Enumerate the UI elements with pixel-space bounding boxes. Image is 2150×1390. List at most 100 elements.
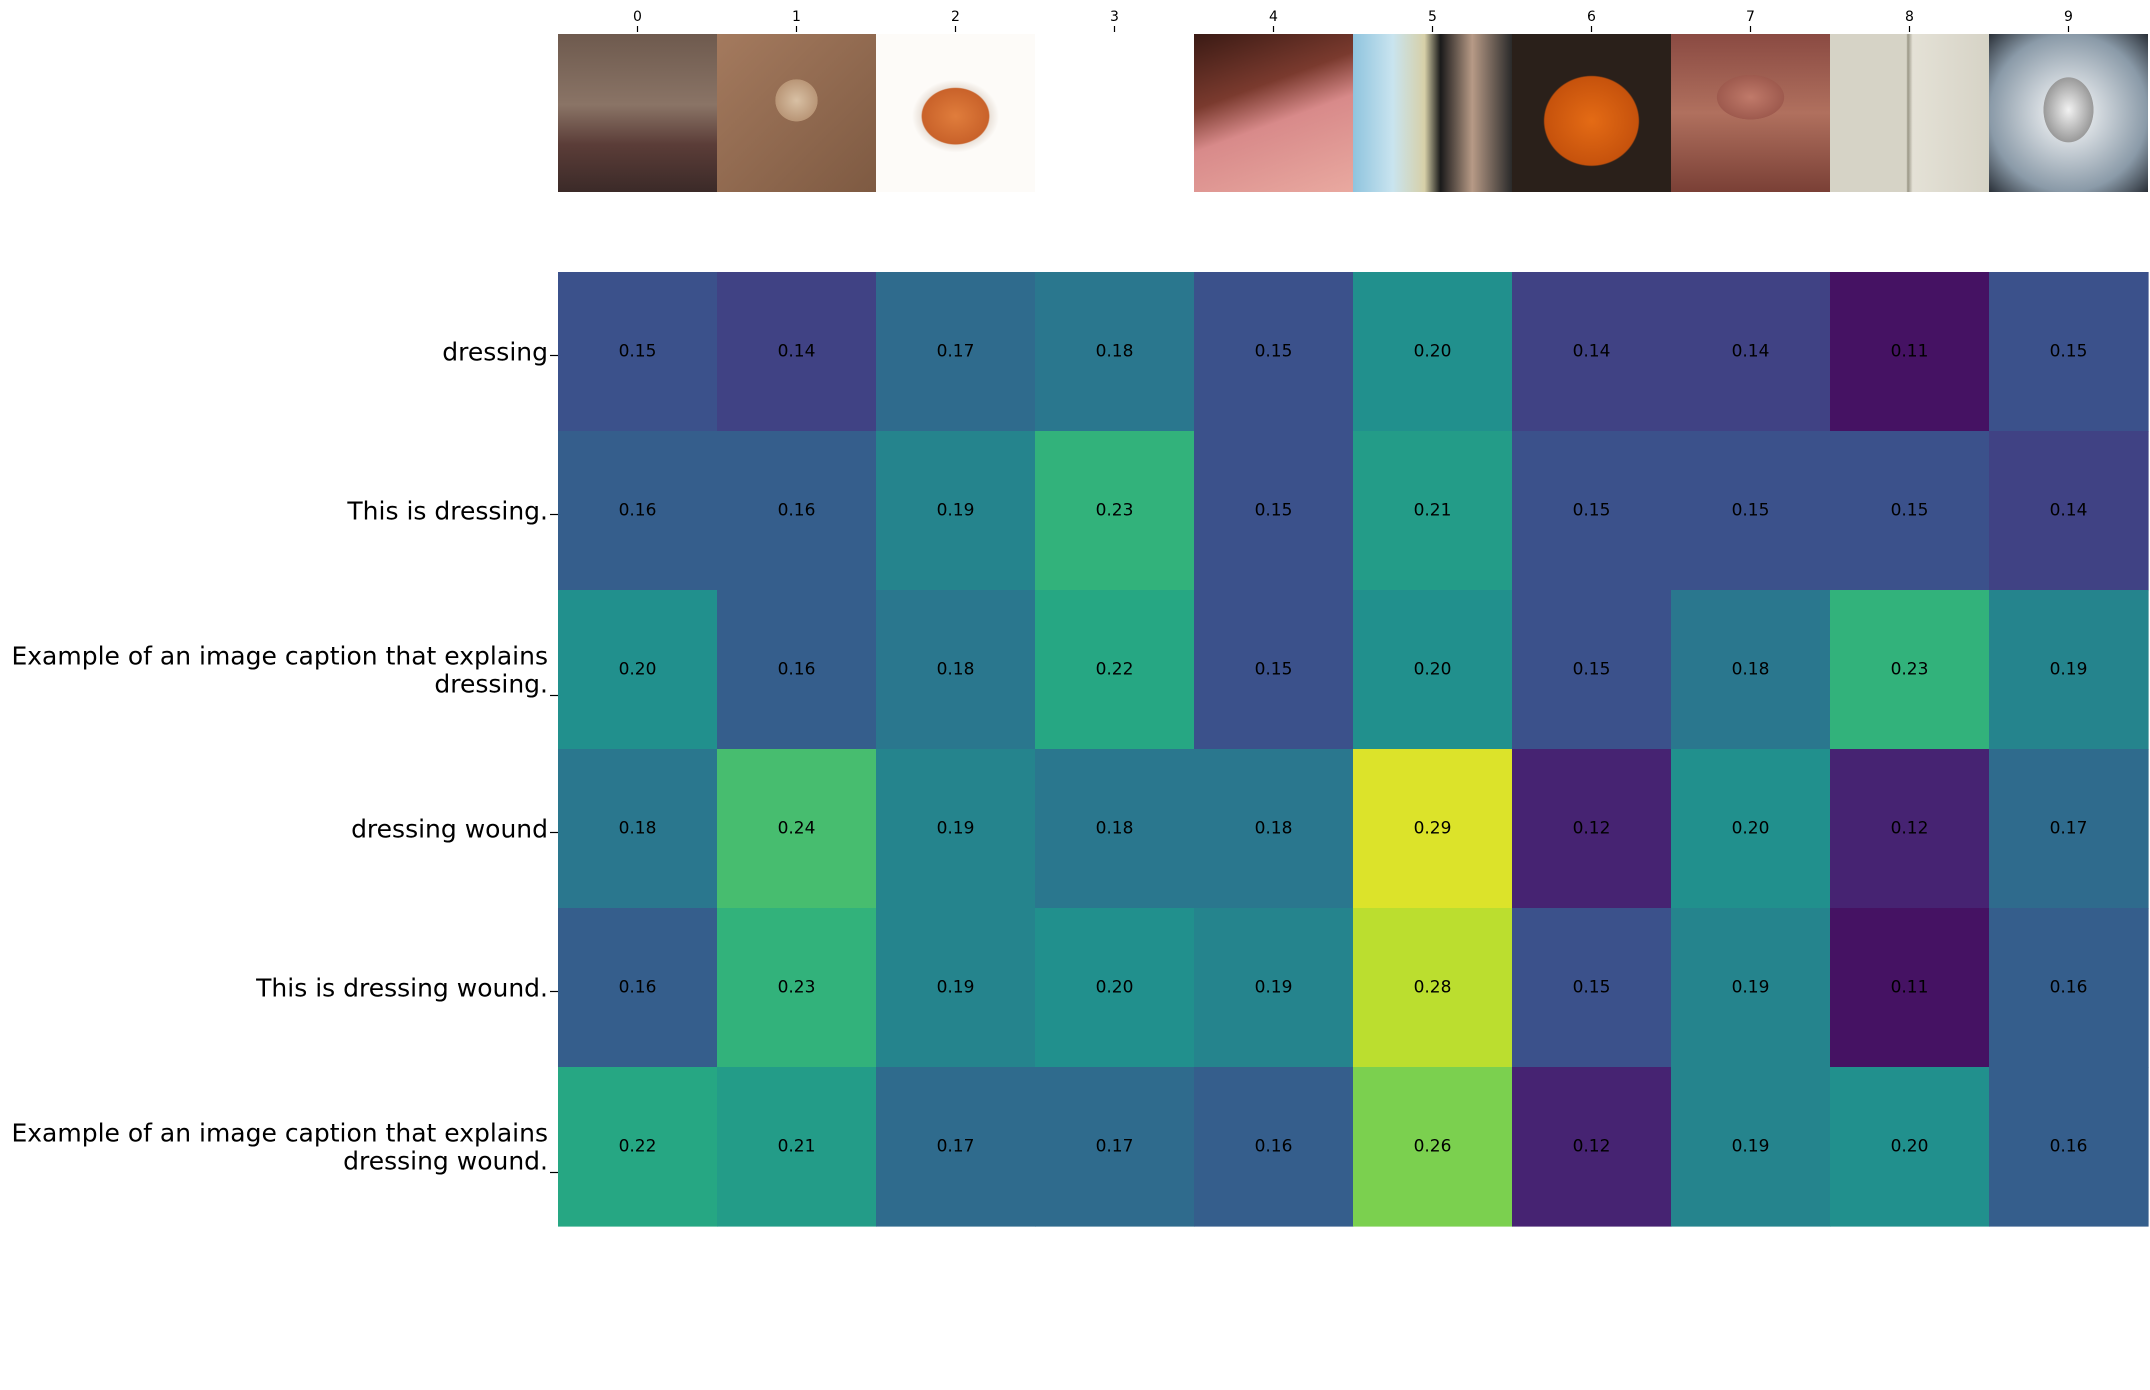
cell-value-label: 0.22	[1096, 660, 1134, 680]
cell-value-label: 0.16	[619, 501, 657, 521]
cell-value-label: 0.19	[937, 978, 975, 998]
cell-value-label: 0.16	[619, 978, 657, 998]
cell-value-label: 0.12	[1891, 819, 1929, 839]
cell-value-label: 0.15	[2050, 342, 2088, 362]
y-tick-label: This is dressing.	[346, 497, 548, 526]
cell-value-label: 0.20	[619, 660, 657, 680]
x-tick-label: 5	[1428, 9, 1437, 25]
cell-value-label: 0.19	[2050, 660, 2088, 680]
cell-value-label: 0.24	[778, 819, 816, 839]
tomato-plants-photo	[1830, 34, 1989, 192]
cell-value-label: 0.11	[1891, 342, 1929, 362]
heatmap-cell	[876, 749, 1036, 909]
cell-value-label: 0.17	[937, 1137, 975, 1157]
cell-value-label: 0.20	[1891, 1137, 1929, 1157]
heatmap-cell	[876, 272, 1036, 432]
heatmap-cell	[1989, 749, 2149, 909]
heatmap-cell	[1989, 908, 2149, 1068]
cell-value-label: 0.16	[778, 660, 816, 680]
heatmap-cell	[1353, 908, 1513, 1068]
heatmap-cell	[1353, 749, 1513, 909]
girl-standing-photo	[558, 34, 717, 192]
cell-value-label: 0.20	[1732, 819, 1770, 839]
x-tick-label: 1	[792, 9, 801, 25]
heatmap-cell	[876, 431, 1036, 591]
cell-value-label: 0.19	[1255, 978, 1293, 998]
y-tick-label: Example of an image caption that explain…	[11, 1119, 548, 1176]
heatmap-cell	[1035, 908, 1195, 1068]
heatmap-cell	[1512, 749, 1672, 909]
cell-value-label: 0.12	[1573, 819, 1611, 839]
cell-value-label: 0.15	[1573, 660, 1611, 680]
x-tick-label: 2	[951, 9, 960, 25]
cell-value-label: 0.14	[1573, 342, 1611, 362]
heatmap-cell	[1194, 749, 1354, 909]
heatmap-cell	[1035, 590, 1195, 750]
heatmap-cell	[1512, 272, 1672, 432]
heatmap-cell	[1830, 908, 1990, 1068]
cell-value-label: 0.14	[1732, 342, 1770, 362]
cell-value-label: 0.16	[2050, 1137, 2088, 1157]
heatmap-cell	[876, 908, 1036, 1068]
heatmap-cell	[1989, 431, 2149, 591]
cell-value-label: 0.12	[1573, 1137, 1611, 1157]
cell-value-label: 0.14	[778, 342, 816, 362]
cell-value-label: 0.21	[778, 1137, 816, 1157]
heatmap-cell	[1353, 1067, 1513, 1227]
x-tick-label: 7	[1746, 9, 1755, 25]
heatmap-cell	[1035, 1067, 1195, 1227]
cell-value-label: 0.22	[619, 1137, 657, 1157]
heatmap-cell	[1035, 272, 1195, 432]
blister-closeup-photo	[717, 34, 876, 192]
x-tick-label: 3	[1110, 9, 1119, 25]
heatmap-cell	[1989, 272, 2149, 432]
cell-value-label: 0.20	[1414, 342, 1452, 362]
y-tick-label: This is dressing wound.	[255, 974, 548, 1003]
cell-value-label: 0.19	[937, 819, 975, 839]
y-tick-label: Example of an image caption that explain…	[11, 642, 548, 699]
y-tick-label: dressing wound	[351, 815, 548, 844]
heatmap-cell	[1671, 908, 1831, 1068]
cell-value-label: 0.16	[778, 501, 816, 521]
heatmap-cell	[1989, 590, 2149, 750]
cell-value-label: 0.23	[1096, 501, 1134, 521]
red-cheek-face-photo	[1194, 34, 1353, 192]
sauce-bowl-photo	[876, 34, 1035, 192]
heatmap-cell	[717, 1067, 877, 1227]
cell-value-label: 0.17	[937, 342, 975, 362]
cell-value-label: 0.15	[1255, 342, 1293, 362]
cell-value-label: 0.15	[1891, 501, 1929, 521]
man-portrait-photo	[1989, 34, 2148, 192]
heatmap-cell	[717, 272, 877, 432]
cell-value-label: 0.16	[1255, 1137, 1293, 1157]
heatmap-cell	[558, 1067, 718, 1227]
stuffed-pepper-photo	[1512, 34, 1671, 192]
cell-value-label: 0.28	[1414, 978, 1452, 998]
heatmap-cell	[558, 590, 718, 750]
y-tick-label: dressing	[442, 338, 548, 367]
cell-value-label: 0.15	[1573, 978, 1611, 998]
cell-value-label: 0.11	[1891, 978, 1929, 998]
x-tick-label: 6	[1587, 9, 1596, 25]
heatmap-cell	[1671, 272, 1831, 432]
heatmap-cell	[1671, 590, 1831, 750]
x-tick-label: 9	[2064, 9, 2073, 25]
cell-value-label: 0.19	[937, 501, 975, 521]
heatmap-cell	[1194, 431, 1354, 591]
cell-value-label: 0.20	[1414, 660, 1452, 680]
heatmap-cell	[1671, 431, 1831, 591]
heatmap-cell	[1830, 431, 1990, 591]
heatmap-cell	[717, 908, 877, 1068]
heatmap-cell	[1671, 1067, 1831, 1227]
heatmap-cell	[1512, 431, 1672, 591]
cell-value-label: 0.29	[1414, 819, 1452, 839]
heatmap-cell	[717, 749, 877, 909]
cell-value-label: 0.20	[1096, 978, 1134, 998]
cell-value-label: 0.18	[1096, 342, 1134, 362]
heatmap-cell	[1194, 908, 1354, 1068]
heatmap-cell	[1830, 1067, 1990, 1227]
heatmap-cell	[1035, 431, 1195, 591]
cell-value-label: 0.15	[1732, 501, 1770, 521]
heatmap-cell	[876, 1067, 1036, 1227]
